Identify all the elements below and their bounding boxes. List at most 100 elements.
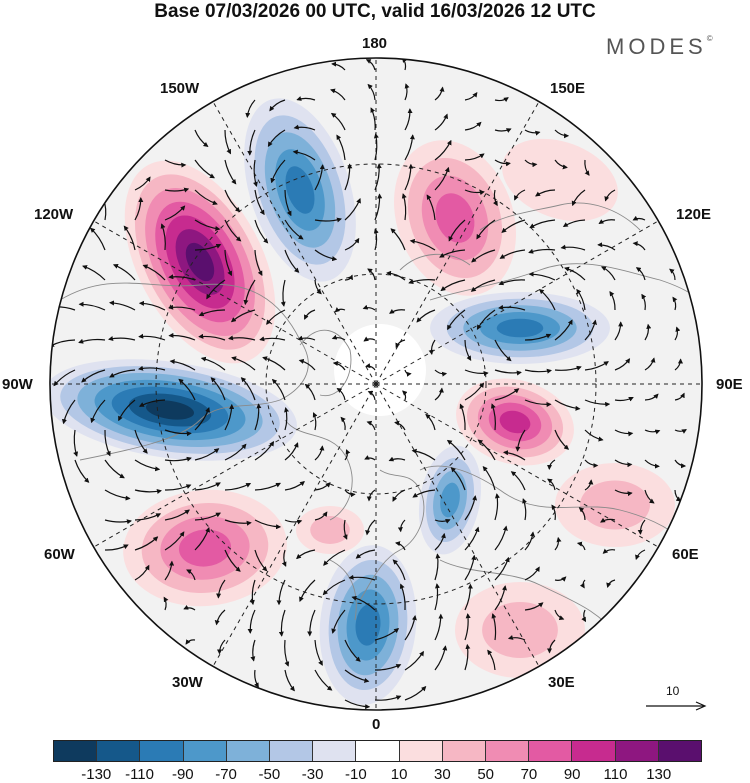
wind-arrow: [535, 189, 556, 197]
anomaly-center: [50, 359, 297, 461]
wind-arrow: [270, 159, 286, 184]
wind-arrow: [276, 579, 286, 606]
brand-text: MODES: [606, 34, 707, 59]
wind-arrow: [554, 129, 570, 139]
anomaly-center: [555, 463, 675, 547]
wind-arrow: [584, 319, 597, 341]
colorbar-swatch: [529, 741, 573, 761]
lon-label-150e: 150E: [550, 80, 586, 97]
wind-arrow: [571, 189, 586, 207]
wind-arrow: [524, 129, 541, 136]
wind-arrow: [250, 639, 256, 662]
wind-arrow: [602, 548, 616, 554]
wind-arrow: [416, 309, 436, 323]
colorbar-swatch: [270, 741, 314, 761]
wind-arrow: [138, 399, 166, 407]
wind-arrow: [194, 129, 209, 147]
wind-arrow: [90, 399, 106, 424]
wind-arrow: [224, 189, 241, 213]
anomaly-center: [456, 378, 574, 466]
wind-arrow: [529, 219, 556, 229]
wind-arrow: [252, 159, 258, 187]
wind-arrow: [194, 159, 215, 179]
wind-arrow: [390, 228, 406, 251]
wind-arrow: [584, 399, 611, 407]
wind-arrow: [194, 189, 218, 206]
wind-arrow: [198, 309, 226, 316]
wind-arrow: [284, 219, 304, 240]
colorbar-swatch: [572, 741, 616, 761]
wind-arrow: [284, 189, 292, 217]
wind-arrow: [314, 639, 323, 666]
wind-arrow: [641, 293, 647, 311]
wind-arrow: [134, 176, 151, 191]
wind-arrow: [494, 585, 507, 611]
coastline: [359, 469, 425, 601]
wind-arrow: [281, 549, 287, 567]
wind-arrow: [510, 471, 526, 491]
wind-arrow: [644, 393, 659, 401]
wind-arrow: [278, 609, 286, 637]
wind-arrow: [374, 627, 400, 641]
wind-arrow: [118, 399, 136, 422]
wind-arrow: [499, 249, 526, 259]
wind-arrow: [323, 549, 346, 566]
wind-arrow: [404, 163, 414, 191]
wind-arrow: [674, 358, 683, 371]
colorbar-tick-label: 130: [646, 766, 672, 783]
wind-arrow: [392, 559, 406, 581]
wind-arrow: [524, 531, 535, 551]
colorbar-tick-label: -110: [125, 766, 154, 783]
colorbar-swatch: [313, 741, 357, 761]
colorbar-tick-label: -30: [301, 766, 324, 783]
wind-arrow: [344, 669, 370, 683]
wind-arrow: [224, 249, 233, 277]
wind-arrow: [362, 304, 376, 311]
wind-arrow: [493, 189, 498, 207]
wind-arrow: [614, 489, 633, 497]
wind-arrow: [494, 525, 508, 551]
wind-arrow: [304, 383, 316, 401]
wind-arrow: [367, 83, 376, 101]
colorbar-swatch: [54, 741, 98, 761]
wind-arrow: [183, 604, 196, 611]
wind-arrow: [554, 399, 581, 411]
anomaly-center: [319, 545, 417, 705]
wind-arrow: [392, 489, 406, 502]
wind-arrow: [344, 639, 361, 662]
wind-arrow: [314, 482, 331, 491]
colorbar-tick-label: -10: [345, 766, 367, 783]
wind-arrow: [314, 279, 322, 295]
meridian: [375, 220, 659, 385]
wind-arrow: [464, 526, 480, 551]
wind-arrow: [186, 569, 196, 581]
wind-arrow: [546, 639, 556, 654]
wind-arrow: [284, 519, 303, 525]
wind-arrow: [344, 163, 353, 191]
wind-arrow: [123, 225, 136, 251]
colorbar-swatch: [97, 741, 141, 761]
coastline: [399, 253, 471, 271]
wind-arrow: [464, 583, 473, 611]
wind-arrow: [228, 335, 256, 341]
wind-arrow: [230, 309, 256, 323]
wind-arrow: [494, 556, 510, 581]
wind-arrow: [560, 244, 586, 251]
wind-arrow: [314, 164, 325, 191]
lon-label-0: 0: [372, 716, 381, 733]
wind-arrow: [464, 495, 478, 521]
anomaly-contour: [580, 480, 650, 530]
wind-arrow: [224, 129, 232, 155]
wind-arrow: [494, 369, 522, 376]
wind-arrow: [528, 248, 556, 254]
wind-arrow: [108, 336, 136, 341]
wind-arrow: [164, 531, 185, 551]
wind-arrow: [104, 429, 111, 457]
wind-arrow: [271, 378, 286, 401]
anomaly-contour: [502, 138, 618, 222]
wind-arrow: [434, 613, 444, 641]
wind-arrow: [554, 159, 568, 170]
wind-arrow: [78, 301, 106, 311]
wind-arrow: [524, 333, 552, 341]
coastline: [284, 419, 353, 521]
